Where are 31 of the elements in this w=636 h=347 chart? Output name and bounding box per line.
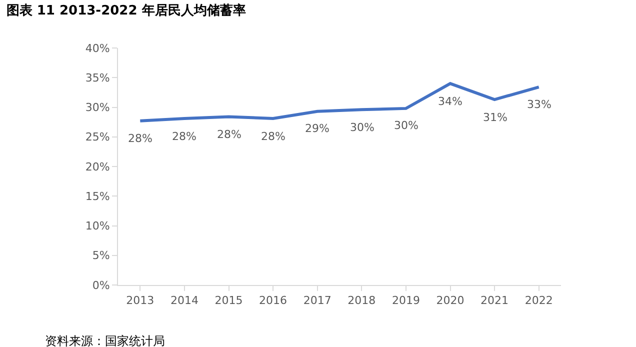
data-label: 30% [394, 119, 418, 132]
data-label: 33% [527, 98, 552, 111]
x-tick-label: 2019 [392, 294, 420, 308]
y-tick-label: 35% [85, 71, 110, 84]
chart-title: 图表 11 2013-2022 年居民人均储蓄率 [6, 2, 246, 18]
y-tick-label: 20% [85, 160, 110, 174]
data-label: 34% [438, 95, 462, 108]
x-tick-label: 2015 [214, 294, 243, 308]
y-tick-label: 30% [85, 101, 110, 114]
y-tick-label: 25% [85, 130, 110, 144]
y-tick-label: 15% [85, 190, 110, 203]
y-tick-label: 5% [92, 249, 110, 262]
text: 资料来源：国家统计局 [45, 334, 165, 347]
x-tick-label: 2020 [436, 294, 464, 308]
x-tick-label: 2014 [170, 294, 198, 308]
x-tick-label: 2013 [126, 294, 154, 308]
data-label: 28% [261, 130, 286, 143]
x-tick-label: 2022 [524, 294, 553, 308]
data-label: 30% [350, 121, 374, 134]
data-label: 28% [128, 132, 152, 145]
x-tick-label: 2021 [480, 294, 509, 308]
x-tick-label: 2018 [348, 294, 376, 308]
x-tick-label: 2017 [303, 294, 332, 308]
data-label: 29% [305, 122, 330, 135]
data-label: 28% [217, 128, 242, 141]
data-label: 28% [172, 130, 196, 143]
y-tick-label: 40% [85, 42, 110, 55]
y-tick-label: 10% [85, 220, 110, 233]
x-tick-label: 2016 [259, 294, 288, 308]
data-label: 31% [483, 111, 508, 124]
y-tick-label: 0% [92, 278, 110, 292]
